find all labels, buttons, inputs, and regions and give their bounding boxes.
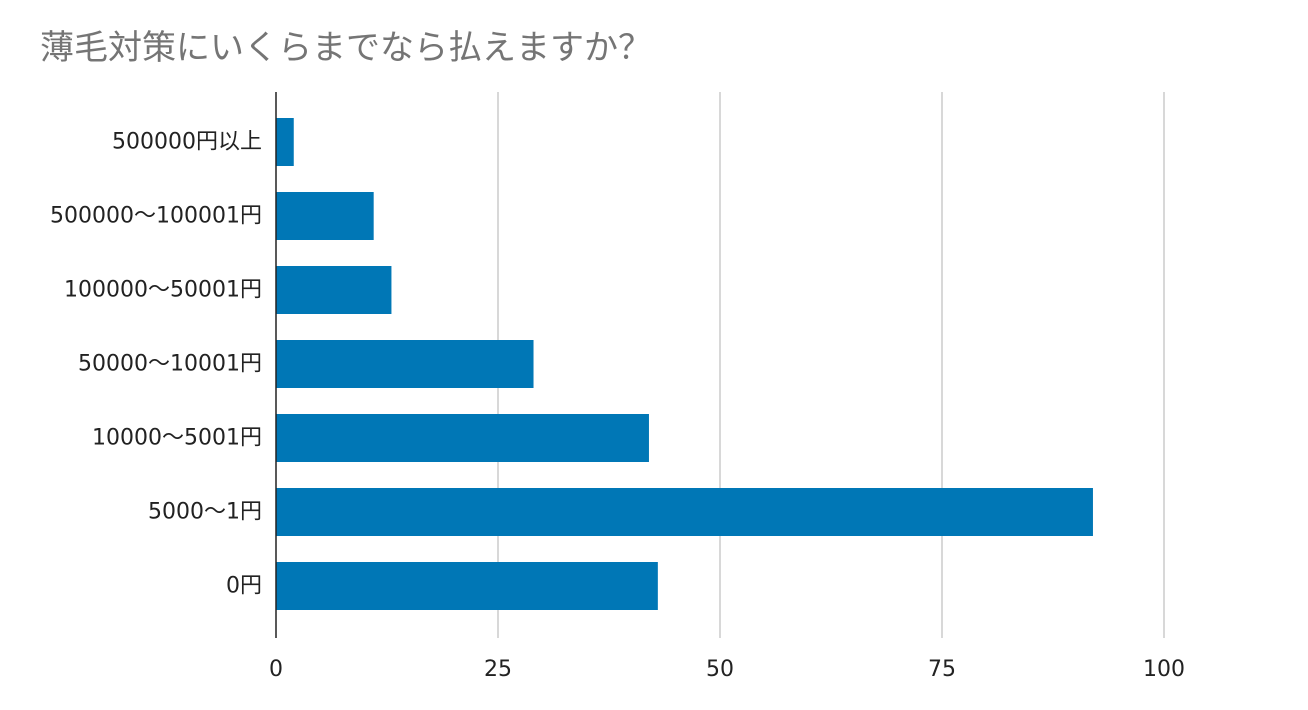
x-tick-label: 100 <box>1143 657 1185 682</box>
x-tick-label: 25 <box>484 657 512 682</box>
x-tick-label: 75 <box>928 657 956 682</box>
category-label: 0円 <box>226 574 262 599</box>
bar <box>276 192 374 240</box>
category-label: 500000～100001円 <box>50 204 262 229</box>
category-label: 100000～50001円 <box>64 278 262 303</box>
bar <box>276 562 658 610</box>
bar <box>276 414 649 462</box>
chart-title: 薄毛対策にいくらまでなら払えますか？ <box>40 28 652 68</box>
category-label: 5000～1円 <box>148 500 262 525</box>
category-label: 500000円以上 <box>112 130 262 155</box>
category-label: 10000～5001円 <box>92 426 262 451</box>
x-tick-label: 0 <box>269 657 283 682</box>
bar <box>276 340 534 388</box>
bar <box>276 488 1093 536</box>
bar <box>276 118 294 166</box>
category-label: 50000～10001円 <box>78 352 262 377</box>
bar <box>276 266 392 314</box>
x-tick-label: 50 <box>706 657 734 682</box>
